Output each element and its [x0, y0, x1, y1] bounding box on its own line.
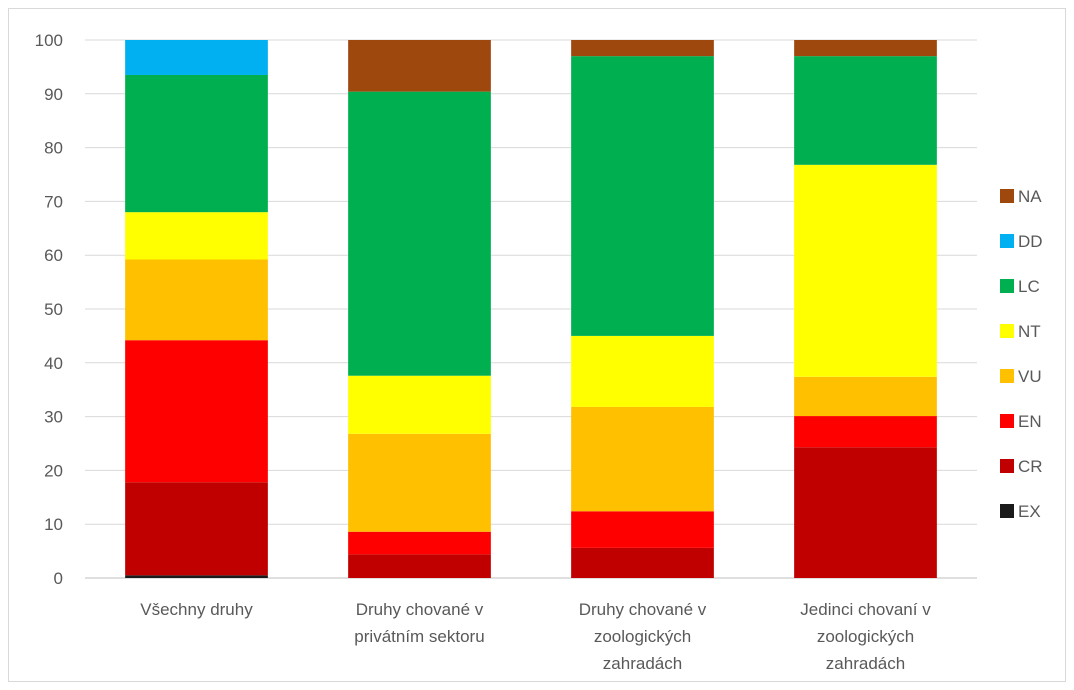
legend-swatch-na: [1000, 189, 1014, 203]
legend-swatch-cr: [1000, 459, 1014, 473]
legend-swatch-vu: [1000, 369, 1014, 383]
bar-segment-cr: [571, 547, 714, 578]
bar-segment-cr: [125, 482, 268, 576]
y-tick-label: 90: [44, 85, 63, 104]
legend-label-en: EN: [1018, 412, 1042, 431]
y-tick-label: 40: [44, 354, 63, 373]
bar-segment-na: [348, 40, 491, 92]
bar-segment-nt: [571, 335, 714, 407]
bar-segment-lc: [571, 56, 714, 336]
bar-segment-na: [794, 40, 937, 57]
y-tick-label: 100: [35, 31, 63, 50]
legend-label-vu: VU: [1018, 367, 1042, 386]
bar-segment-nt: [794, 164, 937, 377]
bar-segment-nt: [348, 375, 491, 434]
bar-segment-lc: [794, 56, 937, 165]
legend-label-na: NA: [1018, 187, 1042, 206]
y-tick-label: 0: [54, 569, 63, 588]
bar-segment-vu: [571, 406, 714, 512]
legend-swatch-lc: [1000, 279, 1014, 293]
bar-segment-en: [125, 340, 268, 483]
bar-segment-en: [794, 416, 937, 448]
y-axis: 0 10 20 30 40 50 60 70 80 90 100: [35, 31, 63, 588]
bar-segment-vu: [348, 433, 491, 532]
bar-segment-dd: [125, 40, 268, 75]
bar-segment-en: [348, 531, 491, 555]
legend-swatch-nt: [1000, 324, 1014, 338]
y-tick-label: 50: [44, 300, 63, 319]
y-tick-label: 70: [44, 192, 63, 211]
legend-swatch-dd: [1000, 234, 1014, 248]
bar-segment-cr: [348, 554, 491, 578]
y-tick-label: 80: [44, 139, 63, 158]
bar-segment-lc: [348, 91, 491, 376]
x-category-label: Druhy chované v privátním sektoru: [354, 600, 484, 646]
legend: NA DD LC NT VU EN CR EX: [1000, 187, 1043, 521]
bar-segment-cr: [794, 447, 937, 578]
legend-label-nt: NT: [1018, 322, 1041, 341]
bar-segment-ex: [125, 575, 268, 578]
x-category-label: Všechny druhy: [140, 600, 253, 619]
bar-segment-na: [571, 40, 714, 57]
bar-segment-lc: [125, 74, 268, 213]
legend-label-cr: CR: [1018, 457, 1043, 476]
y-tick-label: 20: [44, 461, 63, 480]
y-tick-label: 30: [44, 408, 63, 427]
x-category-label: Druhy chované v zoologických zahradách: [579, 600, 707, 673]
y-tick-label: 10: [44, 515, 63, 534]
bar-segment-vu: [794, 376, 937, 417]
bar-segment-nt: [125, 212, 268, 260]
x-category-label: Jedinci chovaní v zoologických zahradách: [800, 600, 931, 673]
legend-label-dd: DD: [1018, 232, 1043, 251]
x-axis: Všechny druhy Druhy chované v privátním se…: [140, 600, 931, 673]
legend-label-lc: LC: [1018, 277, 1040, 296]
legend-swatch-en: [1000, 414, 1014, 428]
bar-segment-vu: [125, 259, 268, 341]
bar-segment-en: [571, 511, 714, 548]
legend-swatch-ex: [1000, 504, 1014, 518]
legend-label-ex: EX: [1018, 502, 1041, 521]
y-tick-label: 60: [44, 246, 63, 265]
bars: [125, 40, 937, 578]
